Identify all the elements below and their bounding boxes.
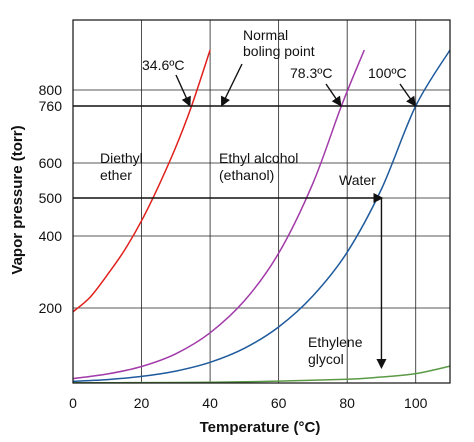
x-tick-label: 0 [69,395,77,411]
annotation-ethanol-bp: 78.3ºC [290,65,332,81]
y-tick-label: 400 [39,228,63,244]
y-tick-label: 800 [39,82,63,98]
x-axis-title: Temperature (°C) [200,419,321,436]
plot-frame [72,19,451,384]
series-label-diethyl-2: ether [100,167,132,183]
ref-line-label-2: boling point [243,43,315,59]
series-line-water [73,49,450,383]
series-label-glycol-2: glycol [308,351,344,367]
series-label-glycol-1: Ethylene [308,334,363,350]
x-tick-label: 80 [339,395,355,411]
x-tick-label: 20 [134,395,150,411]
x-tick-label: 40 [202,395,218,411]
x-tick-label: 100 [404,395,428,411]
arrow-water-bp [399,83,416,107]
series-label-diethyl-1: Diethyl [100,150,143,166]
ref-line-label-1: Normal [243,27,288,43]
x-tick-label: 60 [271,395,287,411]
y-tick-label: 200 [39,300,63,316]
y-axis-title: Vapor pressure (torr) [9,125,26,274]
overlay [73,63,450,369]
series-line-ethyl-alcohol-ethanol [73,49,365,380]
y-tick-label: 500 [39,190,63,206]
arrow-diethyl-bp [175,74,191,107]
series-line-ethylene-glycol [73,365,450,383]
arrow-ethanol-bp [325,83,342,107]
y-tick-label: 760 [39,98,63,114]
series-label-water: Water [339,172,376,188]
series-layer [73,49,450,383]
annotation-diethyl-bp: 34.6ºC [142,57,184,73]
annotation-water-bp: 100ºC [368,65,407,81]
series-line-diethyl-ether [73,49,211,313]
series-label-ethanol-1: Ethyl alcohol [219,150,298,166]
grid [73,20,450,383]
series-label-ethanol-2: (ethanol) [219,167,274,183]
y-tick-label: 600 [39,155,63,171]
arrow-normal-bp [221,63,243,107]
